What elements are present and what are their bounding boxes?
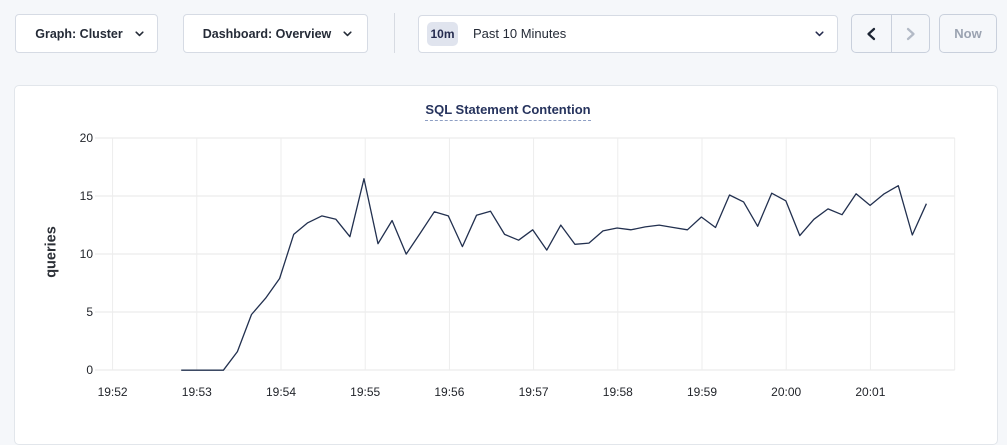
svg-text:19:56: 19:56 [434, 385, 464, 399]
svg-text:queries: queries [44, 226, 60, 278]
svg-text:20: 20 [80, 131, 94, 145]
svg-text:20:01: 20:01 [855, 385, 885, 399]
svg-text:19:54: 19:54 [266, 385, 296, 399]
svg-text:19:58: 19:58 [603, 385, 633, 399]
svg-text:19:57: 19:57 [519, 385, 549, 399]
svg-text:19:55: 19:55 [350, 385, 380, 399]
svg-text:10: 10 [80, 247, 94, 261]
svg-text:19:53: 19:53 [182, 385, 212, 399]
svg-text:0: 0 [86, 363, 93, 377]
svg-text:15: 15 [80, 189, 94, 203]
svg-text:19:59: 19:59 [687, 385, 717, 399]
svg-text:19:52: 19:52 [98, 385, 128, 399]
svg-text:5: 5 [86, 305, 93, 319]
svg-text:20:00: 20:00 [771, 385, 801, 399]
